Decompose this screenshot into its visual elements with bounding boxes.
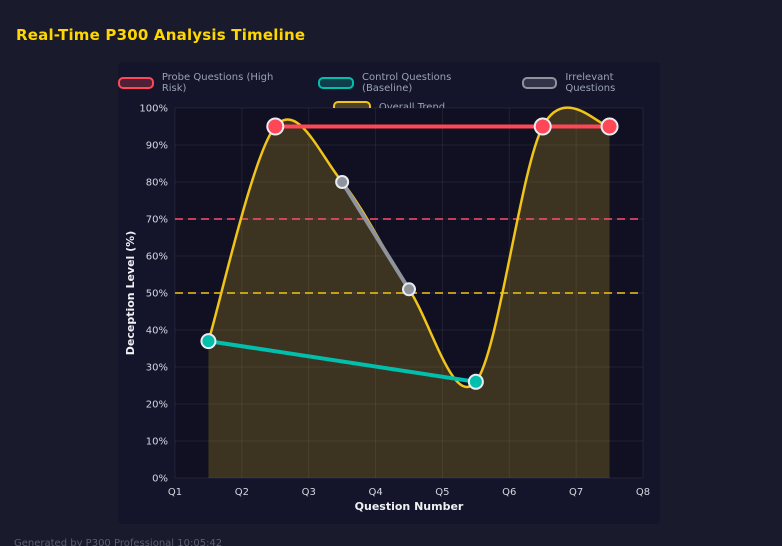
y-tick-label: 90% (146, 141, 168, 152)
legend-row-1: Probe Questions (High Risk) Control Quest… (118, 72, 660, 94)
legend-item[interactable]: Control Questions (Baseline) (318, 72, 495, 94)
series-line (206, 339, 478, 384)
x-tick-label: Q6 (502, 487, 516, 498)
y-tick-label: 30% (146, 363, 168, 374)
y-tick-label: 80% (146, 178, 168, 189)
legend-label: Control Questions (Baseline) (362, 72, 452, 94)
chart-svg[interactable]: Q1 Q2 Q3 Q4 Q5 Q6 Q7 Q8 0% 10% 20% 30% 40% 50% 60% 70% 8… (120, 100, 680, 520)
y-tick-label: 50% (146, 289, 168, 300)
footer-text: Generated by P300 Professional 10:05:42 (14, 538, 223, 546)
data-point-marker[interactable] (266, 117, 285, 136)
y-tick-label: 0% (152, 474, 168, 485)
legend-label: Irrelevant Questions (565, 72, 616, 94)
legend-item[interactable]: Irrelevant Questions (521, 72, 660, 94)
data-point-marker[interactable] (533, 117, 552, 136)
legend-label: Overall Trend (378, 101, 446, 113)
x-tick-label: Q7 (569, 487, 583, 498)
x-tick-label: Q1 (168, 487, 182, 498)
x-tick-label: Q2 (235, 487, 249, 498)
legend-swatch (521, 77, 558, 89)
series-line (340, 180, 411, 292)
y-tick-label: 10% (146, 437, 168, 448)
data-point-marker[interactable] (467, 373, 484, 390)
y-tick-label: 20% (146, 400, 168, 411)
y-tick-label: 70% (146, 215, 168, 226)
data-point-marker[interactable] (600, 117, 619, 136)
x-tick-label: Q8 (636, 487, 650, 498)
x-axis-label: Question Number (355, 500, 464, 513)
y-tick-label: 60% (146, 252, 168, 263)
y-tick-label: 100% (139, 104, 168, 115)
legend-label: Probe Questions (High Risk) (161, 72, 274, 94)
legend-item[interactable]: Probe Questions (High Risk) (118, 72, 292, 94)
page-title: Real-Time P300 Analysis Timeline (16, 26, 306, 44)
data-point-marker[interactable] (200, 333, 217, 350)
x-tick-label: Q5 (435, 487, 449, 498)
y-axis-label: Deception Level (%) (124, 231, 137, 355)
x-tick-label: Q4 (368, 487, 382, 498)
legend-swatch (118, 77, 154, 89)
data-point-marker[interactable] (402, 282, 416, 297)
x-tick-label: Q3 (302, 487, 316, 498)
data-point-marker[interactable] (335, 175, 350, 189)
y-tick-label: 40% (146, 326, 168, 337)
legend-swatch (318, 77, 355, 89)
